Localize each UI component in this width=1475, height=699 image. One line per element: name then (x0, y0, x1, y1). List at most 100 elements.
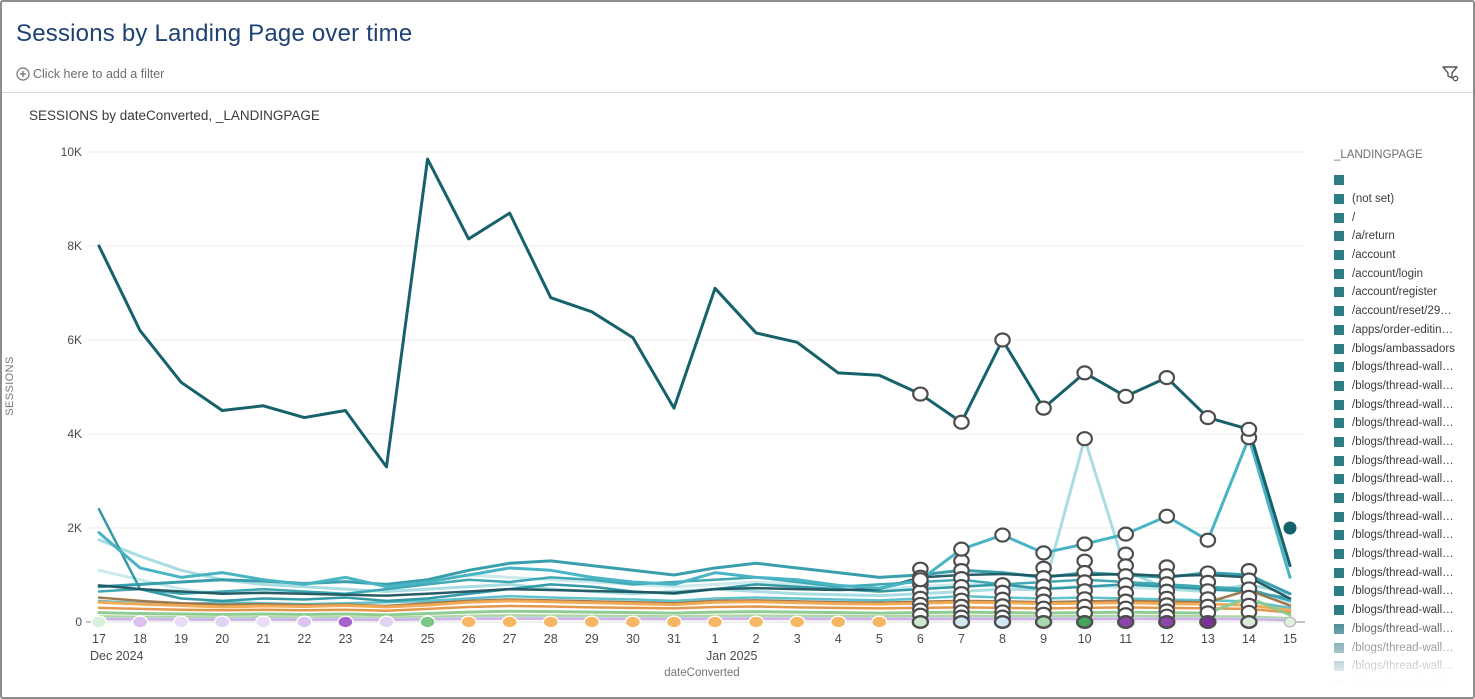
date-marker-dot[interactable] (90, 615, 108, 629)
date-marker-dot[interactable] (337, 615, 354, 629)
add-filter-control[interactable]: Click here to add a filter (16, 64, 164, 84)
legend-item-label: /blogs/thread-wall… (1352, 361, 1454, 374)
date-marker-dot[interactable] (296, 615, 313, 629)
legend-item-label: / (1352, 211, 1356, 224)
legend-item-label: /a/return (1352, 230, 1395, 243)
legend-item-label: /blogs/thread-wall… (1352, 435, 1454, 448)
x-tick-label: 12 (1160, 632, 1174, 646)
date-marker-dot[interactable] (1158, 615, 1176, 630)
date-marker-dot[interactable] (378, 615, 395, 629)
x-tick-label: 9 (1040, 632, 1047, 646)
legend-item-label: /blogs/thread-wall… (1352, 454, 1454, 467)
legend-item[interactable]: /blogs/thread-wall… (1334, 620, 1472, 639)
legend-item[interactable]: /blogs/thread-wall… (1334, 545, 1472, 564)
legend-item[interactable]: /blogs/thread-wall… (1334, 358, 1472, 377)
series-marker-primary-dark-teal (1117, 388, 1135, 404)
date-marker-dot[interactable] (131, 615, 149, 629)
legend-item[interactable]: /blogs/thread-wall… (1334, 507, 1472, 526)
x-tick-label: 5 (876, 632, 883, 646)
legend-item-label: /apps/order-editin… (1352, 323, 1453, 336)
header-divider (2, 92, 1473, 93)
date-marker-dot[interactable] (172, 615, 190, 629)
date-marker-dot[interactable] (1117, 615, 1135, 630)
date-marker-dot[interactable] (460, 615, 477, 629)
date-marker-dot[interactable] (706, 615, 724, 629)
legend-item[interactable]: /account/reset/29… (1334, 302, 1472, 321)
date-marker-dot[interactable] (1199, 615, 1217, 630)
legend-item[interactable]: /blogs/thread-wall… (1334, 657, 1472, 676)
legend-item[interactable]: /account/register (1334, 283, 1472, 302)
legend-item[interactable]: /a/return (1334, 227, 1472, 246)
legend-item-label: /blogs/thread-wall… (1352, 510, 1454, 523)
date-marker-dot[interactable] (665, 615, 683, 629)
legend-item[interactable]: (not set) (1334, 190, 1472, 209)
date-marker-dot[interactable] (830, 615, 847, 629)
legend-swatch (1334, 175, 1344, 186)
legend-item-label: /blogs/thread-wall… (1352, 604, 1454, 617)
legend-item[interactable]: /blogs/thread-wall… (1334, 563, 1472, 582)
legend-item[interactable]: /account/login (1334, 264, 1472, 283)
legend-item[interactable]: /blogs/thread-wall… (1334, 414, 1472, 433)
date-marker-dot[interactable] (583, 615, 601, 629)
date-marker-dot[interactable] (747, 615, 765, 629)
legend-item[interactable]: /blogs/thread-wall… (1334, 451, 1472, 470)
legend-swatch (1334, 287, 1344, 298)
legend-swatch (1334, 623, 1344, 634)
date-marker-dot[interactable] (993, 615, 1012, 630)
date-marker-dot[interactable] (419, 615, 436, 629)
legend-item-label: /blogs/thread-wall… (1352, 548, 1454, 561)
legend-swatch (1334, 586, 1344, 597)
legend-item-label: /blogs/thread-wall… (1352, 379, 1454, 392)
date-marker-dot[interactable] (952, 615, 971, 630)
legend-item[interactable] (1334, 171, 1472, 190)
date-marker-dot[interactable] (1034, 615, 1053, 630)
date-marker-dot[interactable] (501, 615, 518, 629)
filter-options-button[interactable] (1439, 62, 1461, 84)
legend-item[interactable]: /blogs/thread-wall… (1334, 526, 1472, 545)
series-marker-primary-dark-teal (994, 332, 1011, 348)
date-marker-dot[interactable] (871, 615, 888, 629)
date-marker-dot[interactable] (788, 615, 806, 629)
date-marker-dot[interactable] (255, 615, 272, 629)
date-marker-dot[interactable] (911, 615, 930, 630)
legend-item[interactable]: /blogs/thread-wall… (1334, 395, 1472, 414)
legend-item[interactable]: /apps/order-editin… (1334, 321, 1472, 340)
legend-item-label: /blogs/thread-wall… (1352, 622, 1454, 635)
legend-item[interactable]: /blogs/thread-wall… (1334, 470, 1472, 489)
x-tick-label: 26 (462, 632, 476, 646)
legend-item[interactable]: /blogs/thread-wall… (1334, 582, 1472, 601)
x-month-label: Jan 2025 (706, 649, 757, 663)
legend-item[interactable]: /blogs/thread-wall… (1334, 601, 1472, 620)
legend-swatch (1334, 418, 1344, 429)
legend-swatch (1334, 493, 1344, 504)
x-axis-title: dateConverted (664, 667, 740, 679)
legend-swatch (1334, 436, 1344, 447)
legend-swatch (1334, 306, 1344, 317)
legend-item[interactable]: /account (1334, 246, 1472, 265)
date-marker-dot[interactable] (624, 615, 642, 629)
date-marker-dot[interactable] (1240, 615, 1258, 630)
legend-item[interactable]: /blogs/thread-wall… (1334, 489, 1472, 508)
date-marker-dot[interactable] (1075, 615, 1094, 630)
x-tick-label: 15 (1283, 632, 1297, 646)
legend-swatch (1334, 362, 1344, 373)
legend-item[interactable]: /blogs/thread-wall… (1334, 377, 1472, 396)
date-marker-dot[interactable] (214, 615, 231, 629)
legend-item[interactable]: /blogs/ambassadors (1334, 339, 1472, 358)
legend-swatch (1334, 194, 1344, 205)
series-marker-primary-dark-teal (953, 414, 970, 430)
date-marker-dot[interactable] (542, 615, 559, 629)
x-tick-label: 23 (338, 632, 352, 646)
date-marker-dot[interactable] (1283, 616, 1297, 628)
legend-item[interactable]: /blogs/thread-wall… (1334, 676, 1472, 695)
legend-swatch (1334, 679, 1344, 690)
isolated-data-point[interactable] (1283, 521, 1297, 535)
x-tick-label: 31 (667, 632, 681, 646)
y-tick-label: 2K (67, 521, 82, 535)
x-tick-label: 4 (835, 632, 842, 646)
legend-swatch (1334, 549, 1344, 560)
legend-item[interactable]: / (1334, 208, 1472, 227)
legend-item[interactable]: /blogs/thread-wall… (1334, 638, 1472, 657)
legend-item[interactable]: /blogs/thread-wall… (1334, 433, 1472, 452)
